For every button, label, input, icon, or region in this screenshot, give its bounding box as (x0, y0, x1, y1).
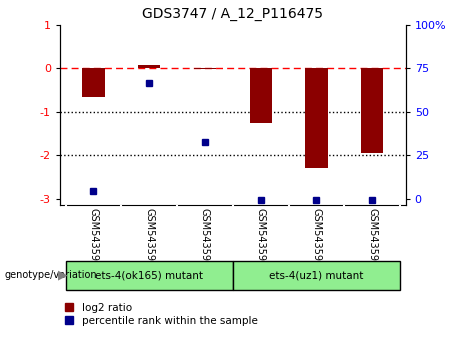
Bar (249, 68, 272, 123)
Bar (361, 68, 384, 153)
Text: GSM543592: GSM543592 (144, 208, 154, 267)
FancyBboxPatch shape (65, 261, 233, 290)
Bar (194, 68, 216, 69)
FancyBboxPatch shape (233, 261, 400, 290)
Bar (82, 68, 105, 97)
Bar (138, 65, 160, 68)
Text: GSM543591: GSM543591 (256, 208, 266, 267)
Legend: log2 ratio, percentile rank within the sample: log2 ratio, percentile rank within the s… (65, 303, 258, 326)
Text: genotype/variation: genotype/variation (5, 270, 97, 280)
Text: ▶: ▶ (58, 269, 67, 282)
Title: GDS3747 / A_12_P116475: GDS3747 / A_12_P116475 (142, 7, 323, 21)
Text: GSM543595: GSM543595 (367, 208, 377, 267)
Text: GSM543593: GSM543593 (312, 208, 321, 267)
Text: GSM543590: GSM543590 (89, 208, 98, 267)
Text: ets-4(uz1) mutant: ets-4(uz1) mutant (269, 270, 364, 280)
Text: ets-4(ok165) mutant: ets-4(ok165) mutant (95, 270, 203, 280)
Bar (305, 68, 328, 169)
Text: GSM543594: GSM543594 (200, 208, 210, 267)
